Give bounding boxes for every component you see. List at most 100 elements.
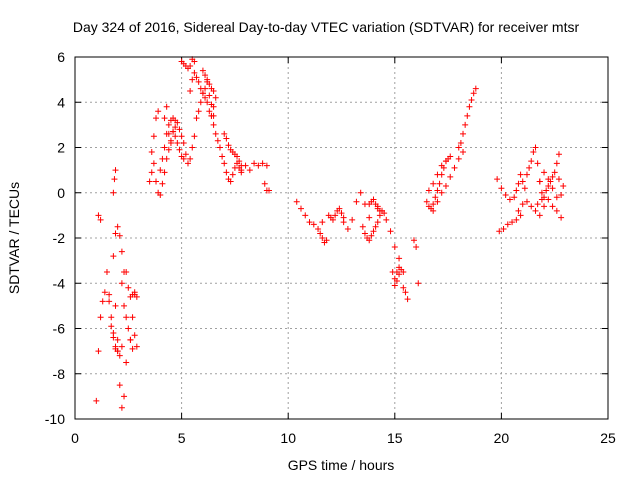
data-point [438, 189, 445, 196]
data-point [116, 232, 123, 239]
data-point [206, 108, 213, 115]
data-point [255, 162, 262, 169]
data-point [118, 248, 125, 255]
data-point [549, 173, 556, 180]
data-point [199, 90, 206, 97]
data-point [157, 167, 164, 174]
x-tick-label: 25 [600, 430, 616, 446]
data-point [361, 230, 368, 237]
data-point [455, 155, 462, 162]
series-s05 [110, 223, 128, 275]
data-point [172, 133, 179, 140]
data-point [165, 130, 172, 137]
data-point [204, 76, 211, 83]
data-point [103, 268, 110, 275]
series-s32 [391, 264, 407, 282]
data-point [517, 212, 524, 219]
data-point [368, 232, 375, 239]
data-point [391, 244, 398, 251]
series-s20 [208, 112, 245, 185]
data-point [95, 212, 102, 219]
data-point [496, 228, 503, 235]
data-point [396, 255, 403, 262]
data-point [187, 63, 194, 70]
series-s30 [374, 203, 403, 262]
grid [75, 57, 608, 419]
data-point [432, 194, 439, 201]
data-point [229, 171, 236, 178]
x-tick-label: 5 [178, 430, 186, 446]
y-tick-label: -4 [53, 275, 66, 291]
data-point [167, 137, 174, 144]
data-point [193, 74, 200, 81]
data-point [374, 203, 381, 210]
series-s25 [317, 230, 330, 246]
y-tick-label: -6 [53, 321, 66, 337]
data-point [519, 201, 526, 208]
data-point [174, 139, 181, 146]
data-point [430, 180, 437, 187]
series-s18 [193, 78, 217, 122]
data-point [472, 85, 479, 92]
data-point [118, 404, 125, 411]
data-point [541, 169, 548, 176]
data-point [498, 185, 505, 192]
data-point [470, 90, 477, 97]
data-point [199, 67, 206, 74]
data-point [528, 158, 535, 165]
data-point [391, 282, 398, 289]
data-point [165, 121, 172, 128]
data-point [353, 198, 360, 205]
data-point [219, 153, 226, 160]
data-point [344, 225, 351, 232]
data-point [553, 207, 560, 214]
series-s40 [496, 212, 524, 235]
data-point [494, 176, 501, 183]
data-point [332, 212, 339, 219]
data-point [451, 164, 458, 171]
data-point [180, 155, 187, 162]
series-s10 [127, 332, 140, 352]
x-tick-label: 10 [280, 430, 296, 446]
data-point [146, 178, 153, 185]
data-point [504, 221, 511, 228]
data-point [293, 198, 300, 205]
data-point [317, 230, 324, 237]
data-point [319, 219, 326, 226]
data-point [460, 149, 467, 156]
data-point [513, 187, 520, 194]
data-point [261, 180, 268, 187]
data-point [400, 268, 407, 275]
data-point [511, 194, 518, 201]
series-s08 [118, 280, 138, 343]
data-point [430, 207, 437, 214]
data-point [174, 119, 181, 126]
data-point [159, 180, 166, 187]
data-point [234, 153, 241, 160]
y-tick-label: -10 [45, 411, 65, 427]
data-point [223, 135, 230, 142]
data-point [297, 205, 304, 212]
data-point [515, 180, 522, 187]
series-s33 [400, 284, 411, 303]
data-point [336, 205, 343, 212]
data-point [302, 212, 309, 219]
data-point [123, 268, 130, 275]
series-s19 [199, 67, 217, 94]
data-point [161, 144, 168, 151]
data-point [340, 219, 347, 226]
y-tick-label: -2 [53, 230, 66, 246]
series-s41 [515, 196, 565, 221]
data-point [225, 142, 232, 149]
data-point [506, 196, 513, 203]
data-point [538, 196, 545, 203]
data-point [555, 151, 562, 158]
data-point [349, 216, 356, 223]
data-point [391, 275, 398, 282]
chart-title: Day 324 of 2016, Sidereal Day-to-day VTE… [73, 19, 580, 35]
data-point [523, 198, 530, 205]
data-point [221, 130, 228, 137]
data-point [442, 182, 449, 189]
data-point [530, 149, 537, 156]
data-point [97, 216, 104, 223]
